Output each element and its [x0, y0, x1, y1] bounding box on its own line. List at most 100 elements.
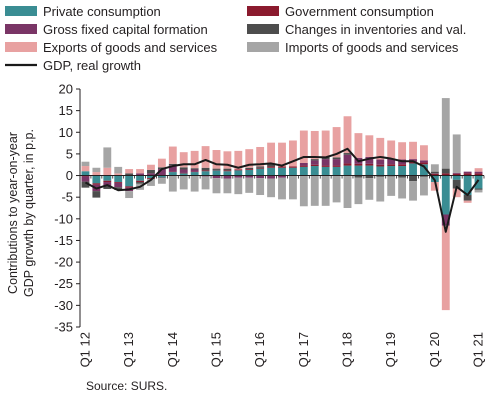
bar-segment-3-4	[125, 173, 134, 176]
bar-segment-2-20	[299, 163, 308, 166]
bar-segment-0-36	[474, 175, 483, 189]
bar-segment-4-20	[299, 130, 308, 163]
y-tick-label-5: -5	[61, 190, 73, 205]
bar-segment-0-33	[441, 175, 450, 215]
x-tick-label-9: Q1 21	[471, 332, 486, 367]
bar-segment-4-16	[256, 146, 265, 167]
legend-swatch-0	[5, 6, 37, 16]
bar-segment-1-29	[398, 164, 407, 167]
y-tick-label-2: 10	[59, 125, 73, 140]
x-tick-label-1: Q1 13	[121, 332, 136, 367]
bar-segment-0-22	[321, 166, 330, 176]
bar-segment-2-12	[212, 175, 221, 179]
bar-segment-3-15	[245, 167, 254, 170]
bar-segment-0-23	[332, 166, 341, 176]
bar-segment-0-11	[201, 171, 210, 176]
bar-segment-0-19	[288, 167, 297, 176]
x-tick-label-2: Q1 14	[165, 332, 180, 367]
bar-segment-1-11	[201, 170, 210, 172]
bar-segment-1-24	[343, 163, 352, 166]
bar-segment-0-35	[463, 175, 472, 196]
bar-segment-1-20	[299, 165, 308, 167]
bar-segment-0-34	[452, 175, 461, 180]
bar-segment-3-26	[365, 175, 374, 179]
bar-segment-3-12	[212, 168, 221, 170]
bar-segment-3-29	[398, 175, 407, 178]
bar-segment-1-33	[441, 173, 450, 176]
bar-segment-2-9	[179, 169, 188, 173]
bar-segment-4-30	[409, 141, 417, 160]
bar-segment-5-23	[332, 175, 341, 203]
y-tick-label-3: 5	[66, 146, 73, 161]
bar-segment-1-13	[223, 170, 232, 172]
bar-segment-5-36	[474, 189, 483, 193]
bar-segment-5-8	[168, 175, 177, 192]
bar-segment-1-19	[288, 166, 297, 168]
bar-segment-5-30	[409, 181, 417, 201]
bar-segment-3-27	[376, 175, 385, 177]
bar-segment-5-25	[354, 177, 363, 205]
bar-segment-3-9	[179, 167, 188, 170]
bar-segment-5-4	[125, 191, 134, 199]
bar-segment-1-4	[125, 186, 134, 188]
y-tick-label-11: -35	[54, 320, 73, 335]
legend-swatch-2	[5, 24, 37, 34]
bar-segment-4-25	[354, 133, 363, 158]
bar-segment-5-21	[310, 175, 319, 206]
bar-segment-0-4	[125, 175, 134, 187]
bar-segment-2-28	[387, 158, 396, 165]
x-axis: Q1 12 Q1 13 Q1 14 Q1 15 Q1 16 Q1 17 Q1 18 Q1 19…	[77, 175, 486, 367]
bar-segment-4-9	[179, 152, 188, 168]
bar-segment-5-11	[201, 176, 210, 190]
bar-segment-4-12	[212, 150, 221, 169]
bar-segment-0-30	[409, 163, 417, 176]
bar-segment-3-3	[114, 187, 123, 190]
bar-segment-0-17	[267, 167, 276, 176]
bar-segment-2-31	[420, 160, 428, 163]
bar-segment-1-27	[376, 164, 385, 167]
bar-segment-4-21	[310, 130, 319, 160]
y-axis-label-line2: GDP growth by quarter, in p.p.	[22, 129, 36, 297]
bar-segment-4-26	[365, 135, 374, 157]
legend-swatch-5	[247, 42, 279, 52]
bar-segment-3-21	[310, 159, 319, 161]
y-tick-label-6: -10	[54, 211, 73, 226]
y-tick-label-10: -30	[54, 298, 73, 313]
bar-segment-1-14	[234, 169, 243, 171]
bar-segment-3-6	[147, 169, 155, 174]
x-tick-label-7: Q1 19	[383, 332, 398, 367]
bar-segment-1-34	[452, 173, 461, 176]
bar-segment-3-36	[474, 188, 483, 190]
bar-segment-4-29	[398, 142, 407, 160]
bar-segment-1-22	[321, 165, 330, 167]
bar-segment-0-12	[212, 170, 221, 176]
bar-segment-2-8	[168, 165, 177, 172]
bar-segment-4-5	[136, 169, 144, 174]
bar-segment-0-10	[190, 172, 199, 176]
bar-segment-4-13	[223, 151, 232, 169]
bar-segment-5-20	[299, 175, 308, 207]
bar-segment-5-19	[288, 175, 297, 200]
bar-segment-5-27	[376, 176, 385, 202]
bar-segment-5-7	[157, 178, 166, 184]
bar-segment-2-35	[463, 171, 472, 174]
bar-segment-4-7	[157, 158, 166, 168]
bar-segment-1-32	[430, 173, 439, 176]
bar-segment-3-25	[354, 175, 363, 178]
bar-segment-2-22	[321, 159, 330, 166]
bar-segment-1-36	[474, 173, 483, 176]
bar-segment-1-2	[103, 180, 112, 183]
bar-segment-5-10	[190, 175, 199, 192]
bar-segment-3-34	[452, 179, 461, 189]
y-tick-label-1: 15	[59, 103, 73, 118]
bar-segment-4-0	[81, 166, 90, 172]
bar-segment-0-1	[92, 175, 101, 184]
bar-segment-2-17	[267, 175, 276, 179]
legend-swatch-1	[247, 6, 279, 16]
bar-segment-5-12	[212, 178, 221, 194]
bar-segment-0-25	[354, 165, 363, 176]
y-tick-label-9: -25	[54, 276, 73, 291]
bar-segment-3-1	[92, 191, 101, 198]
bar-segment-4-6	[147, 164, 155, 170]
